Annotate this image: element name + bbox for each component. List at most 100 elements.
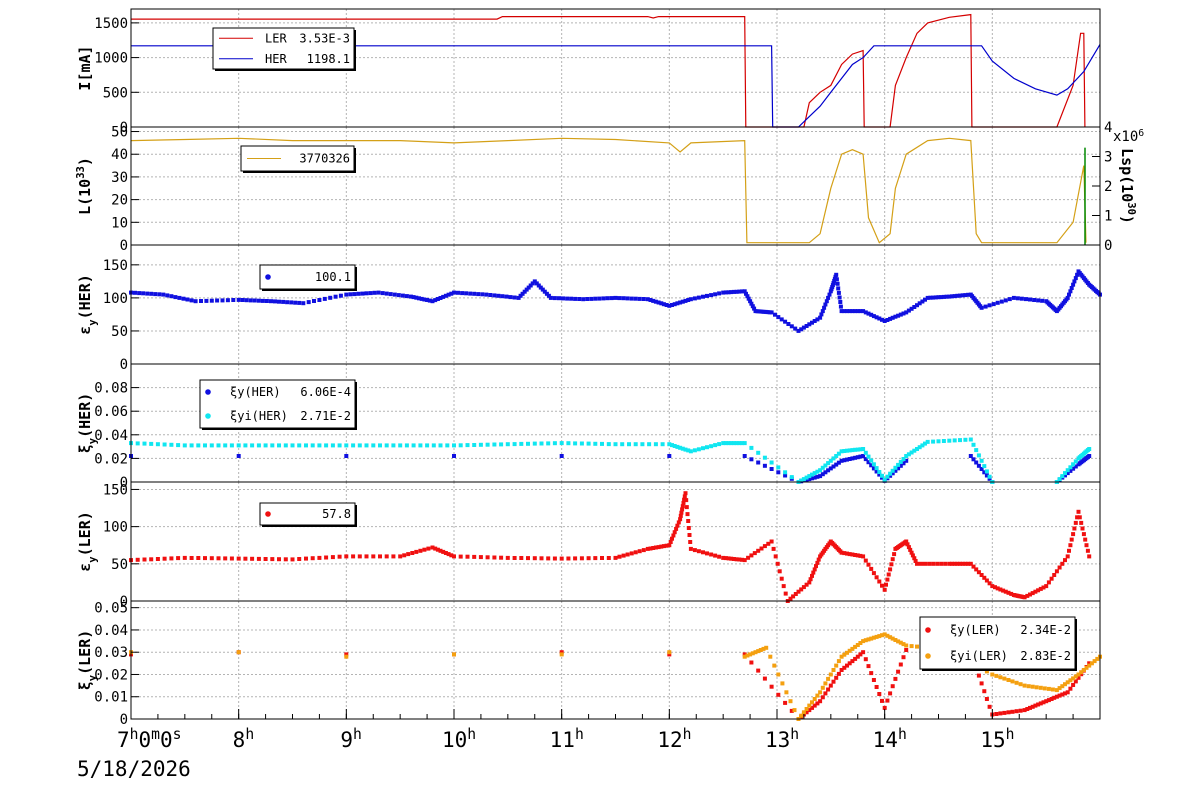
xi_her-series-point xyxy=(135,441,140,446)
xi_ler-series-point xyxy=(1038,685,1043,690)
ey_her-series-point xyxy=(909,306,914,311)
ey_ler-series-point xyxy=(1003,589,1008,594)
xi_her-series-point xyxy=(820,472,825,477)
xi_her-series-point xyxy=(783,473,788,478)
ey_ler-series-point xyxy=(1025,593,1030,598)
xi_her-series-point xyxy=(915,447,919,451)
ey_her-series-point xyxy=(542,289,547,294)
ey_ler-series-point xyxy=(324,555,329,560)
xi_her-series-point xyxy=(337,443,342,448)
xi_ler-series-point xyxy=(982,689,987,694)
xi_her-series-point xyxy=(723,441,728,446)
xi_her-series-point xyxy=(737,441,742,446)
luminosity-ylabel-part: 33 xyxy=(75,166,87,179)
xi_her-series-point xyxy=(807,477,812,482)
xi_her-series-point xyxy=(818,474,823,479)
ey_ler-series-point xyxy=(963,561,968,566)
ey_her-series-point xyxy=(593,296,598,301)
ey_her-series-point xyxy=(786,322,791,326)
xi_ler-series-point xyxy=(1026,684,1031,689)
ey_her-series-point xyxy=(504,294,509,299)
legend-layer: 3.53E-3 LER 1198.1 HER 3770326 100.1 6.06E-4 ξy… xyxy=(199,27,1077,671)
xi_her-series-point xyxy=(1087,454,1092,458)
xi_her-series-point xyxy=(391,443,396,448)
xi_her-series-point xyxy=(834,462,839,467)
ey_ler-series-point xyxy=(452,554,456,559)
ey_ler-series-point xyxy=(701,550,705,555)
ey_her-series-point xyxy=(734,289,739,294)
ey_her-series-point xyxy=(408,294,413,299)
ey_ler-series-point xyxy=(1068,543,1073,548)
xi_ler-series-point xyxy=(1071,676,1076,681)
xi_ler-series-point xyxy=(882,632,887,637)
ey_ler-series-point xyxy=(684,505,689,510)
ey_ler-series-point xyxy=(874,575,879,580)
xi_her-series-point xyxy=(357,443,362,448)
xi_ler-series-point xyxy=(890,636,895,641)
ey_ler-series-point xyxy=(135,557,140,562)
xi_ler-series-point xyxy=(776,692,781,697)
ey_ler-series-point xyxy=(687,533,692,537)
ey_ler-series-point xyxy=(277,557,281,562)
ey_ler-series-point xyxy=(637,549,642,554)
ey_ler-series-point xyxy=(593,556,598,561)
ey_ler-series-point xyxy=(1085,548,1090,553)
xi_ler-ytick-label: 0 xyxy=(120,712,128,728)
xi_her-series-point xyxy=(713,443,718,448)
xi_her-series-point xyxy=(842,449,847,453)
ey_her-series-point xyxy=(898,312,903,317)
ey_her-legend-dot xyxy=(265,274,271,280)
xi_ler-series-point xyxy=(748,652,753,657)
xi_ler-series-point xyxy=(877,692,882,696)
ey_her-series-point xyxy=(204,298,209,303)
xi_ler-series-point xyxy=(850,659,855,664)
xi_her-series-point xyxy=(815,469,820,474)
ey_ler-series-point xyxy=(908,547,913,552)
xi_her-series-point xyxy=(874,466,879,471)
ey_ler-series-point xyxy=(310,556,315,561)
xi_ler-series-point xyxy=(871,635,876,640)
xi_her-series-point xyxy=(499,442,504,447)
xi_ler-series-point xyxy=(1089,661,1094,666)
ey_ler-series-point xyxy=(664,543,669,548)
ey_ler-series-point xyxy=(1044,584,1049,589)
current-ytick-label: 500 xyxy=(103,85,128,101)
xi_her-series-point xyxy=(762,455,767,460)
ey_her-series-point xyxy=(941,294,946,299)
xi_ler-series-point xyxy=(812,703,817,708)
xi_her-series-point xyxy=(810,476,814,481)
ey_her-series-point xyxy=(244,298,249,303)
ey_her-series-point xyxy=(966,292,971,297)
xi_her-series-point xyxy=(1073,459,1078,464)
xi_her-series-point xyxy=(692,448,697,453)
x-tick-label-part: 10 xyxy=(442,728,467,752)
xi_ler-series-point xyxy=(871,678,876,682)
ey_ler-series-point xyxy=(1046,580,1051,585)
xi_her-legend-name: ξy(HER) xyxy=(230,385,281,399)
xi_her-series-point xyxy=(726,441,731,446)
xi_her-series-point xyxy=(378,443,382,448)
xi_ler-series-point xyxy=(742,652,747,657)
xi_ler-series-point xyxy=(896,669,901,674)
xi_her-series-point xyxy=(762,463,767,468)
xi_ler-series-point xyxy=(861,650,866,655)
ey_her-series-point xyxy=(683,298,688,303)
ey_her-series-point xyxy=(520,291,525,296)
ey_her-series-point xyxy=(488,293,493,297)
xi_her-series-point xyxy=(831,464,836,469)
xi_ler-series-point xyxy=(776,672,781,677)
ey_her-series-point xyxy=(645,297,650,302)
ey_her-series-point xyxy=(686,298,691,302)
ey_ler-legend-value: 57.8 xyxy=(322,507,351,521)
xi_ler-series-point xyxy=(1044,699,1049,704)
xi_ler-series-point xyxy=(836,659,841,664)
xi_her-ylabel-part: (HER) xyxy=(76,393,94,438)
xi_her-series-point xyxy=(826,468,831,473)
xi_ler-series-point xyxy=(818,690,823,695)
xi_ler-series-point xyxy=(236,650,241,655)
ey_her-series-point xyxy=(796,328,801,333)
ey_ler-series-point xyxy=(943,561,948,566)
luminosity-right-label-part: 30 xyxy=(1125,202,1137,215)
ey_ler-series-point xyxy=(465,554,470,559)
xi_ler-series-point xyxy=(987,704,992,709)
